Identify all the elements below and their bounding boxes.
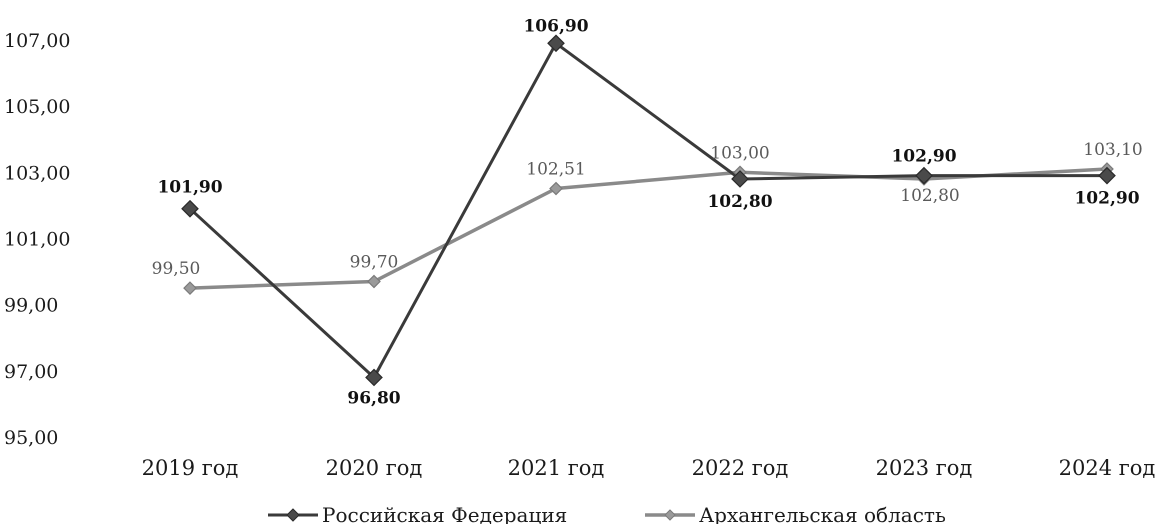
x-tick-label: 2020 год [326,456,423,480]
x-axis-ticks: 2019 год 2020 год 2021 год 2022 год 2023 год… [142,456,1156,480]
x-tick-label: 2021 год [508,456,605,480]
series-line-russian-federation [188,41,1107,379]
data-label-arkhangelsk-region: 99,70 [350,253,399,273]
y-axis-ticks: 95,00 97,00 99,00 101,00 103,00 105,00 107,00 [4,30,70,449]
y-tick-label: 99,00 [4,295,58,317]
data-label-russian-federation: 102,90 [1074,189,1139,209]
legend-swatch-marker-russian-federation [286,508,300,522]
y-tick-label: 97,00 [4,361,58,383]
y-tick-label: 101,00 [4,229,70,251]
legend-swatch-marker-arkhangelsk-region [664,509,676,521]
data-label-arkhangelsk-region: 103,10 [1083,140,1142,160]
data-label-russian-federation: 102,90 [891,147,956,167]
x-tick-label: 2023 год [876,456,973,480]
data-labels: 101,90 96,80 106,90 102,80 102,90 102,90 99,50… [152,16,1143,408]
point-russian-federation [181,199,199,218]
point-russian-federation [731,170,749,188]
point-russian-federation [547,34,565,53]
legend: Российская Федерация Архангельская облас… [268,503,946,524]
data-label-russian-federation: 102,80 [707,192,772,212]
series-lines [188,41,1108,379]
y-tick-label: 103,00 [4,162,70,184]
series-points [181,34,1116,387]
data-label-arkhangelsk-region: 102,80 [900,186,959,206]
point-arkhangelsk-region [549,181,563,196]
data-label-russian-federation: 106,90 [523,16,588,36]
legend-label-arkhangelsk-region: Архангельская область [699,503,946,524]
data-label-arkhangelsk-region: 102,51 [526,160,585,180]
point-arkhangelsk-region [183,281,197,295]
data-label-arkhangelsk-region: 103,00 [710,143,769,163]
x-tick-label: 2024 год [1059,456,1156,480]
data-label-russian-federation: 101,90 [157,178,222,198]
point-russian-federation [915,166,933,185]
point-russian-federation [1098,166,1116,185]
data-label-russian-federation: 96,80 [347,388,400,408]
y-tick-label: 105,00 [4,96,70,118]
y-tick-label: 107,00 [4,30,70,52]
data-label-arkhangelsk-region: 99,50 [152,259,201,279]
point-russian-federation [365,368,383,387]
y-tick-label: 95,00 [4,427,58,449]
x-tick-label: 2019 год [142,456,239,480]
x-tick-label: 2022 год [692,456,789,480]
series-line-arkhangelsk-region [189,167,1108,290]
point-arkhangelsk-region [367,274,381,289]
legend-label-russian-federation: Российская Федерация [322,503,567,524]
